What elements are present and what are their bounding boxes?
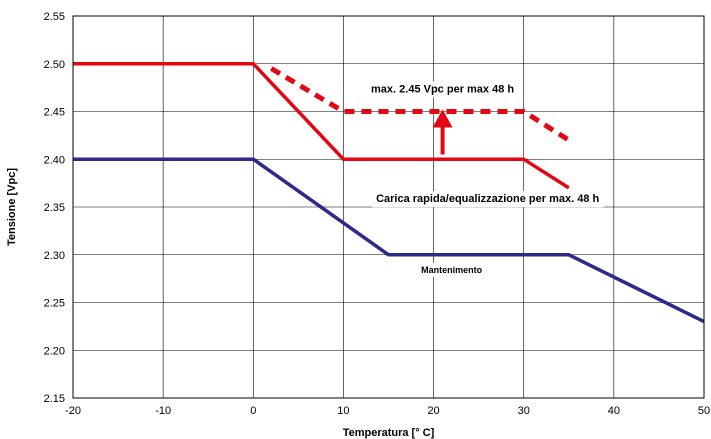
y-axis-label: Tensione [Vpc] — [6, 168, 18, 246]
x-tick-label: 0 — [250, 405, 256, 417]
y-tick-label: 2.40 — [44, 154, 65, 166]
x-tick-label: 40 — [608, 405, 620, 417]
x-tick-label: 10 — [337, 405, 349, 417]
y-tick-label: 2.35 — [44, 202, 65, 214]
annotation-background — [372, 191, 604, 208]
annotation: max. 2.45 Vpc per max 48 h — [371, 83, 514, 95]
x-tick-label: 20 — [427, 405, 439, 417]
annotation: Mantenimento — [421, 265, 483, 275]
annotations-layer: max. 2.45 Vpc per max 48 h Carica rapida/… — [367, 81, 604, 277]
series-line-float — [73, 157, 705, 324]
x-tick-label: 50 — [698, 405, 710, 417]
arrow-head — [432, 109, 453, 128]
y-tick-label: 2.25 — [44, 298, 65, 310]
x-tick-label: -20 — [65, 405, 81, 417]
series-line-equalization_max — [270, 66, 571, 143]
series-line-fast_charge — [73, 61, 570, 190]
y-tick-labels: 2.15 2.20 2.25 2.30 2.35 2.40 2.45 2.50 2.55 — [44, 11, 65, 405]
x-tick-label: 30 — [518, 405, 530, 417]
series-layer — [73, 61, 705, 324]
x-axis-label: Temperatura [° C] — [343, 427, 435, 439]
y-tick-label: 2.15 — [44, 393, 65, 405]
x-tick-label: -10 — [155, 405, 171, 417]
annotation-background — [417, 262, 487, 277]
y-tick-label: 2.45 — [44, 107, 65, 119]
annotation-background — [367, 81, 519, 98]
arrow-layer — [432, 109, 453, 155]
y-tick-label: 2.50 — [44, 59, 65, 71]
y-tick-label: 2.55 — [44, 11, 65, 23]
plot-frame — [72, 15, 705, 399]
annotation: Carica rapida/equalizzazione per max. 48… — [376, 193, 599, 205]
x-tick-labels: -20 -10 0 10 20 30 40 50 — [65, 405, 710, 417]
y-tick-label: 2.30 — [44, 250, 65, 262]
y-tick-label: 2.20 — [44, 345, 65, 357]
